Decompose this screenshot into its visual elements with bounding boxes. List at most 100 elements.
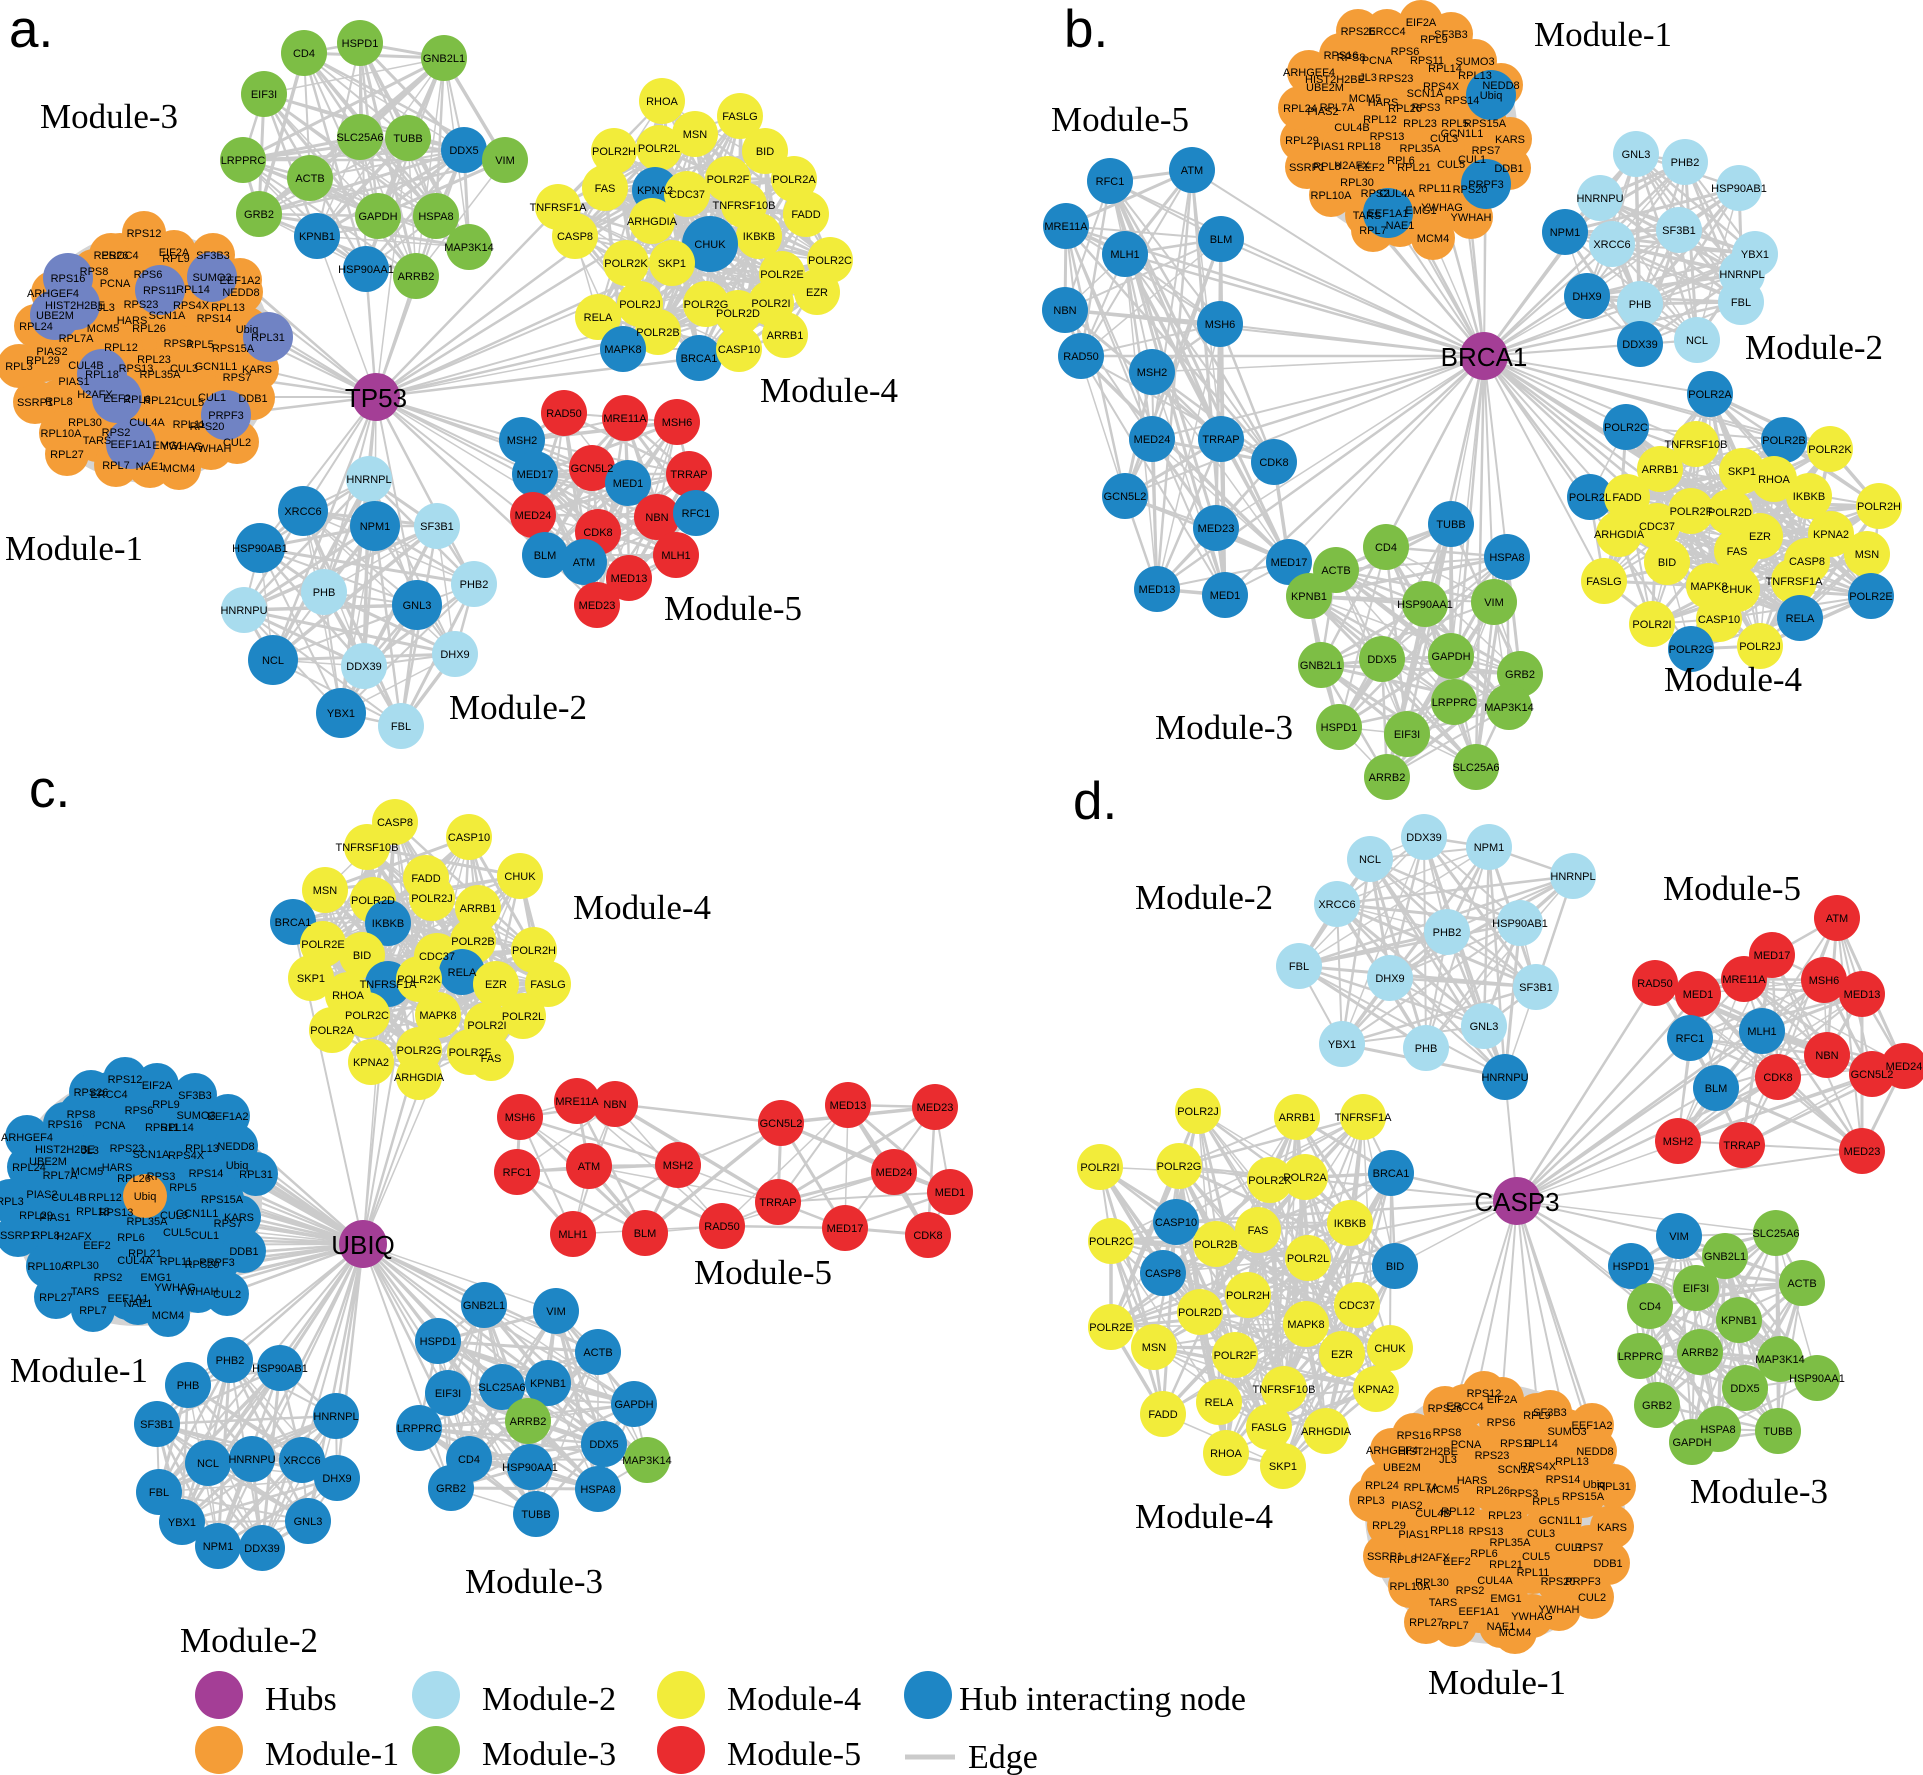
svg-text:SSRP1: SSRP1 [1289,162,1325,174]
svg-text:Module-1: Module-1 [1428,1663,1566,1702]
svg-text:CASP3: CASP3 [1474,1187,1559,1217]
svg-text:CASP10: CASP10 [1698,614,1740,626]
svg-text:EIF3I: EIF3I [251,89,277,101]
svg-text:MED23: MED23 [917,1102,954,1114]
svg-text:RPS4X: RPS4X [173,300,210,312]
svg-text:GNL3: GNL3 [1622,149,1651,161]
svg-text:PRPF3: PRPF3 [1565,1576,1600,1588]
svg-text:YBX1: YBX1 [1328,1039,1356,1051]
svg-text:H2AFX: H2AFX [77,389,113,401]
svg-text:RPS8: RPS8 [1433,1427,1462,1439]
svg-text:RPL13: RPL13 [185,1143,219,1155]
svg-text:RFC1: RFC1 [503,1167,532,1179]
svg-text:RPS20: RPS20 [1453,184,1488,196]
svg-text:TRRAP: TRRAP [1202,434,1239,446]
svg-text:MED24: MED24 [1134,434,1171,446]
svg-text:RPL24: RPL24 [1283,103,1317,115]
svg-text:ACTB: ACTB [583,1347,612,1359]
svg-text:KARS: KARS [242,364,272,376]
svg-text:MED24: MED24 [1886,1061,1923,1073]
svg-text:RPL31: RPL31 [1597,1481,1631,1493]
svg-text:Ubiq: Ubiq [236,324,259,336]
svg-text:MCM4: MCM4 [152,1310,184,1322]
svg-text:EEF2: EEF2 [1443,1556,1471,1568]
svg-text:HNRNPL: HNRNPL [313,1411,358,1423]
svg-text:HSPA8: HSPA8 [1700,1424,1735,1436]
svg-text:RPL12: RPL12 [1363,114,1397,126]
svg-text:RPS11: RPS11 [145,1122,179,1134]
svg-text:ARRB1: ARRB1 [767,330,804,342]
svg-text:ATM: ATM [573,557,595,569]
svg-text:RHOA: RHOA [1210,1448,1242,1460]
svg-text:RPL14: RPL14 [160,1122,194,1134]
svg-text:HSP90AB1: HSP90AB1 [1711,183,1767,195]
svg-text:IKBKB: IKBKB [1334,1218,1366,1230]
svg-text:RPS3: RPS3 [164,338,193,350]
svg-text:Module-2: Module-2 [180,1621,318,1660]
svg-text:PCNA: PCNA [100,278,131,290]
svg-text:POLR2J: POLR2J [411,893,453,905]
svg-text:Module-4: Module-4 [1664,660,1802,699]
svg-text:POLR2I: POLR2I [1632,619,1671,631]
svg-text:CASP8: CASP8 [377,817,413,829]
svg-text:PHB2: PHB2 [460,579,489,591]
svg-text:ARRB2: ARRB2 [398,271,435,283]
svg-text:BRCA1: BRCA1 [1373,1168,1410,1180]
svg-text:RPS13: RPS13 [99,1207,134,1219]
svg-text:MAP3K14: MAP3K14 [444,242,494,254]
svg-text:YWHAH: YWHAH [178,1286,219,1298]
svg-text:POLR2C: POLR2C [1604,422,1648,434]
svg-text:TNFRSF10B: TNFRSF10B [1665,439,1728,451]
svg-text:SF3B3: SF3B3 [196,250,230,262]
svg-text:RPL9: RPL9 [152,1099,180,1111]
svg-text:TUBB: TUBB [1763,1426,1792,1438]
svg-text:RPL18: RPL18 [76,1206,110,1218]
svg-text:PRPF3: PRPF3 [208,410,243,422]
svg-text:CD4: CD4 [1375,542,1397,554]
svg-text:CUL4A: CUL4A [1477,1575,1513,1587]
svg-text:RPL24: RPL24 [12,1162,46,1174]
svg-text:NEDD8: NEDD8 [222,287,259,299]
svg-text:HSPA8: HSPA8 [1489,552,1524,564]
svg-text:JL3: JL3 [1439,1454,1457,1466]
svg-text:CASP10: CASP10 [1155,1217,1197,1229]
svg-text:ARRB1: ARRB1 [1279,1112,1316,1124]
svg-text:RPL7: RPL7 [102,460,130,472]
svg-text:MED17: MED17 [1754,950,1791,962]
svg-text:MSH2: MSH2 [507,435,538,447]
svg-text:MED17: MED17 [1271,557,1308,569]
svg-text:CDK8: CDK8 [913,1230,942,1242]
svg-text:RPL24: RPL24 [1365,1480,1399,1492]
svg-text:H2AFX: H2AFX [1334,160,1370,172]
svg-text:POLR2J: POLR2J [1177,1106,1219,1118]
svg-text:RPL26: RPL26 [132,323,166,335]
svg-text:POLR2E: POLR2E [760,269,803,281]
svg-text:PIAS2: PIAS2 [26,1189,57,1201]
svg-text:POLR2D: POLR2D [1708,507,1752,519]
svg-text:POLR2G: POLR2G [1669,644,1714,656]
svg-text:UBE2M: UBE2M [29,1156,67,1168]
svg-text:Module-3: Module-3 [1155,708,1293,747]
svg-text:DDX39: DDX39 [1406,832,1441,844]
svg-text:RPS26: RPS26 [1341,26,1376,38]
svg-text:TARS: TARS [83,435,112,447]
svg-text:ERCC4: ERCC4 [101,250,138,262]
svg-text:MAPK8: MAPK8 [1690,581,1727,593]
svg-text:Module-5: Module-5 [694,1253,832,1292]
svg-text:H2AFX: H2AFX [56,1231,92,1243]
svg-text:TNFRSF10B: TNFRSF10B [713,200,776,212]
svg-text:PHB2: PHB2 [1671,157,1700,169]
svg-text:MCM4: MCM4 [1417,233,1449,245]
svg-text:EMG1: EMG1 [152,440,183,452]
svg-text:RPL11: RPL11 [173,419,206,431]
svg-text:MRE11A: MRE11A [1722,974,1766,986]
svg-text:EZR: EZR [1331,1349,1353,1361]
svg-text:POLR2I: POLR2I [1080,1162,1119,1174]
svg-text:CUL1: CUL1 [191,1230,219,1242]
svg-text:RPL5: RPL5 [169,1182,197,1194]
svg-text:XRCC6: XRCC6 [283,1455,320,1467]
svg-text:GNB2L1: GNB2L1 [1300,660,1342,672]
svg-text:Hub interacting node: Hub interacting node [959,1681,1246,1718]
svg-text:HSPD1: HSPD1 [1321,722,1358,734]
svg-text:BRCA1: BRCA1 [681,353,718,365]
